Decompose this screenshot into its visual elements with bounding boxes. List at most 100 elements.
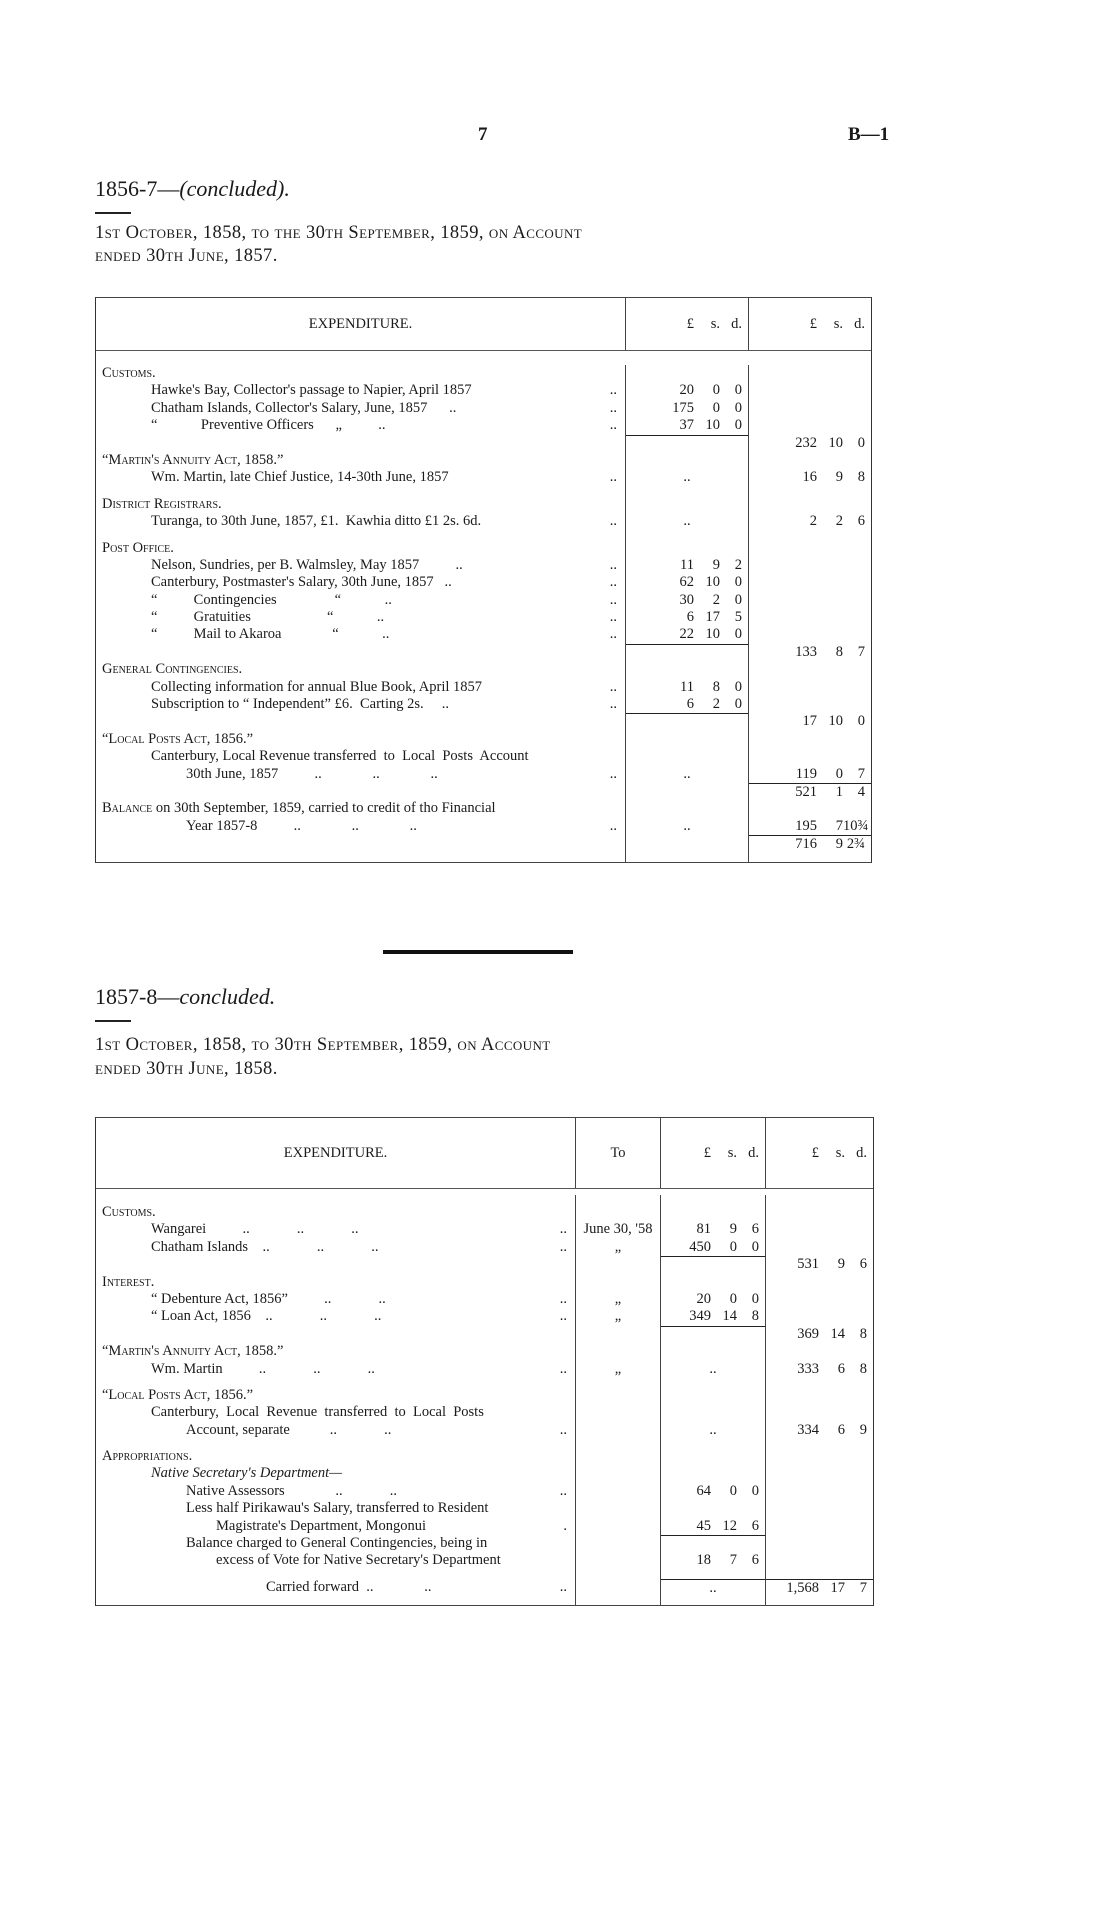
table-row: “Local Posts Act, 1856.” — [96, 1386, 873, 1405]
total-cell: 195 7 10¾ — [749, 818, 871, 835]
row-label: Balance on 30th September, 1859, carried… — [96, 800, 626, 818]
pounds-value: 175 — [672, 399, 694, 416]
row-label: “Martin's Annuity Act, 1858.” — [96, 451, 626, 470]
leader-dots: .. — [559, 1290, 567, 1307]
total-cell — [766, 1518, 873, 1535]
total-cell — [766, 1552, 873, 1569]
short-rule — [95, 212, 131, 214]
leader-dots: .. — [609, 817, 617, 834]
amount-cell: 11 8 0 — [626, 678, 749, 697]
total-cell — [749, 696, 871, 713]
row-label — [96, 1569, 576, 1579]
table-row: 716 9 2¾ — [96, 835, 871, 854]
label-text: Subscription to “ Independent” £6. Carti… — [151, 696, 450, 713]
table-row: Native Assessors .. .... 64 0 0 — [96, 1482, 873, 1501]
leader-dots: .. — [609, 591, 617, 608]
header-lsd: £ s. d. — [626, 298, 749, 350]
title-text: 1857-8— — [95, 984, 180, 1009]
shillings-value: 9 — [835, 469, 843, 486]
row-label: Customs. — [96, 365, 626, 383]
pence-value: 2 — [734, 556, 742, 573]
row-label: “ Contingencies “ .... — [96, 591, 626, 610]
total-cell — [749, 626, 871, 643]
title-italic: concluded. — [179, 984, 276, 1009]
total-cell: 369 14 8 — [766, 1326, 873, 1343]
amount-cell: 45 12 6 — [661, 1517, 766, 1536]
table-row: Wm. Martin, late Chief Justice, 14-30th … — [96, 469, 871, 487]
shillings-value: 0 — [835, 765, 843, 782]
amount-cell — [661, 1404, 766, 1422]
total-cell — [766, 1221, 873, 1238]
leader-dots: .. — [609, 696, 617, 713]
pence-value: 8 — [751, 1308, 759, 1325]
to-date — [576, 1195, 661, 1204]
to-date — [576, 1596, 661, 1606]
label-text: Native Secretary's Department— — [151, 1465, 343, 1482]
label-text: Collecting information for annual Blue B… — [151, 678, 483, 695]
total-cell — [749, 382, 871, 399]
shillings-value: 0 — [729, 1290, 737, 1307]
table-row: Less half Pirikawau's Salary, transferre… — [96, 1500, 873, 1518]
pence-value: 0 — [734, 678, 742, 695]
table-row: “Local Posts Act, 1856.” — [96, 730, 871, 749]
total-cell — [749, 365, 871, 382]
to-date: „ — [576, 1290, 661, 1309]
pence-value: 6 — [751, 1552, 759, 1569]
to-date — [576, 1273, 661, 1291]
label-text: Carried forward .. .. — [266, 1578, 432, 1595]
pounds-value: 16 — [802, 469, 818, 486]
total-cell — [766, 1570, 873, 1579]
row-label: Appropriations. — [96, 1448, 576, 1466]
amount-cell — [661, 1195, 766, 1204]
amount-cell: 22 10 0 — [626, 626, 749, 644]
row-label — [96, 713, 626, 731]
row-label — [96, 1377, 576, 1387]
pence-value: 0 — [857, 434, 865, 451]
shillings-value: 14 — [722, 1308, 738, 1325]
pence-value: 0 — [857, 713, 865, 730]
total-cell — [766, 1274, 873, 1291]
to-date — [576, 1517, 661, 1536]
amount-cell — [626, 748, 749, 766]
total-cell — [749, 452, 871, 469]
row-label: excess of Vote for Native Secretary's De… — [96, 1552, 576, 1570]
row-label — [96, 1325, 576, 1344]
total-cell — [749, 661, 871, 678]
to-date — [576, 1448, 661, 1466]
pence-value: 4 — [857, 783, 865, 800]
table-row: Turanga, to 30th June, 1857, £1. Kawhia … — [96, 513, 871, 531]
pence-value: 0 — [734, 696, 742, 713]
amount-cell: .. — [626, 765, 749, 783]
total-cell — [766, 1404, 873, 1421]
total-cell — [766, 1291, 873, 1308]
pence-value: 7 — [857, 643, 865, 660]
pounds-value: 521 — [795, 783, 817, 800]
amount-cell — [626, 530, 749, 540]
pounds-value: 531 — [797, 1256, 819, 1273]
pounds-value: 119 — [795, 765, 817, 782]
pounds-value: 2 — [809, 513, 817, 530]
row-label: Canterbury, Postmaster's Salary, 30th Ju… — [96, 574, 626, 592]
amount-cell — [626, 782, 749, 802]
table-body: Customs. Hawke's Bay, Collector's passage… — [96, 351, 871, 862]
to-date — [576, 1325, 661, 1344]
pounds-value: 62 — [679, 574, 695, 591]
amount-cell — [661, 1273, 766, 1291]
table-row: Canterbury, Local Revenue transferred to… — [96, 748, 871, 766]
shillings-value: 9 — [712, 556, 720, 573]
label-text: Native Assessors .. .. — [186, 1482, 398, 1499]
row-label: Interest. — [96, 1273, 576, 1291]
row-label: Canterbury, Local Revenue transferred to… — [96, 1404, 576, 1422]
pounds-value: 6 — [686, 696, 694, 713]
table-row: General Contingencies. — [96, 661, 871, 679]
pence-value: 0 — [734, 382, 742, 399]
to-date — [576, 1535, 661, 1553]
amount-cell: .. — [661, 1578, 766, 1598]
leader-dots: .. — [609, 417, 617, 434]
table-row — [96, 486, 871, 496]
shillings-value: 8 — [835, 643, 843, 660]
row-label — [96, 835, 626, 854]
label-text: “Martin's Annuity Act, 1858.” — [102, 1343, 284, 1360]
to-date — [576, 1377, 661, 1387]
shillings-value: 8 — [712, 678, 720, 695]
